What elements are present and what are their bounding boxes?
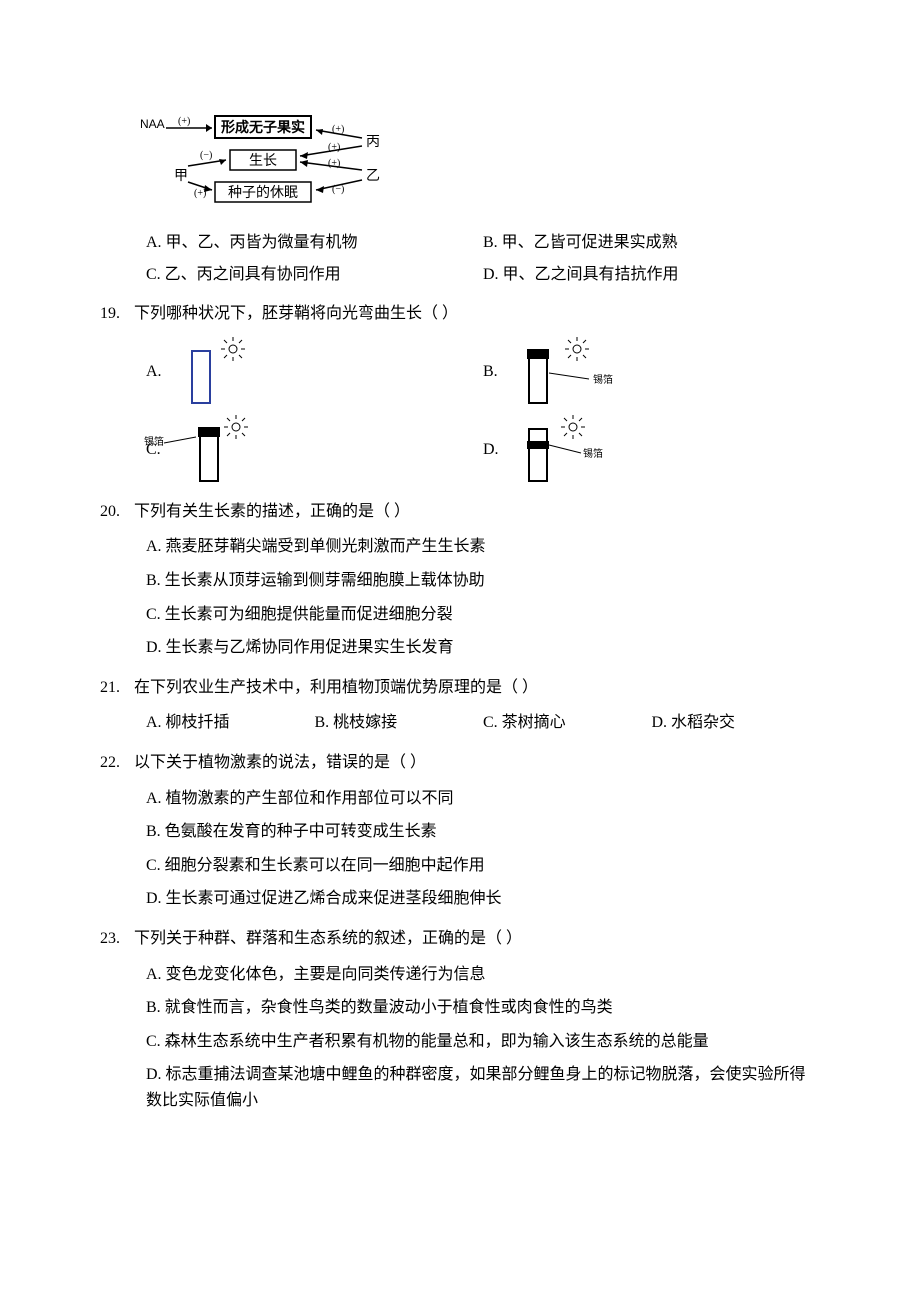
q21-num: 21. bbox=[100, 675, 134, 701]
naa-label: NAA bbox=[140, 117, 165, 131]
q19-text: 下列哪种状况下，胚芽鞘将向光弯曲生长（ ） bbox=[134, 301, 820, 327]
q22-opt-a: A. 植物激素的产生部位和作用部位可以不同 bbox=[146, 786, 820, 812]
q21-options: A. 柳枝扦插 B. 桃枝嫁接 C. 茶树摘心 D. 水稻杂交 bbox=[146, 710, 820, 736]
q19-fig-d: D. bbox=[483, 415, 820, 485]
q22-stem: 22. 以下关于植物激素的说法，错误的是（ ） bbox=[100, 750, 820, 776]
sun-icon bbox=[561, 415, 585, 439]
q20-num: 20. bbox=[100, 499, 134, 525]
q23-opt-b: B. 就食性而言，杂食性鸟类的数量波动小于植食性或肉食性的鸟类 bbox=[146, 995, 820, 1021]
q19-num: 19. bbox=[100, 301, 134, 327]
q20-opt-d: D. 生长素与乙烯协同作用促进果实生长发育 bbox=[146, 635, 820, 661]
svg-text:(+): (+) bbox=[332, 124, 344, 135]
q21-stem: 21. 在下列农业生产技术中，利用植物顶端优势原理的是（ ） bbox=[100, 675, 820, 701]
q22-num: 22. bbox=[100, 750, 134, 776]
svg-text:锡箔: 锡箔 bbox=[144, 435, 164, 448]
q19-label-b: B. bbox=[483, 359, 507, 385]
svg-text:(+): (+) bbox=[194, 188, 206, 199]
svg-text:锡箔: 锡箔 bbox=[593, 373, 613, 386]
q18-options-row1: A. 甲、乙、丙皆为微量有机物 B. 甲、乙皆可促进果实成熟 bbox=[146, 230, 820, 256]
svg-text:(+): (+) bbox=[328, 158, 340, 169]
yi-label: 乙 bbox=[366, 168, 380, 184]
q18-opt-c: C. 乙、丙之间具有协同作用 bbox=[146, 262, 483, 288]
sun-icon bbox=[565, 337, 589, 361]
exam-page: NAA (+) 形成无子果实 生长 种子的休眠 甲 (−) (+) 丙 bbox=[0, 0, 920, 1221]
sun-icon bbox=[221, 337, 245, 361]
q19-stem: 19. 下列哪种状况下，胚芽鞘将向光弯曲生长（ ） bbox=[100, 301, 820, 327]
q23-stem: 23. 下列关于种群、群落和生态系统的叙述，正确的是（ ） bbox=[100, 926, 820, 952]
q18-options-row2: C. 乙、丙之间具有协同作用 D. 甲、乙之间具有拮抗作用 bbox=[146, 262, 820, 288]
q21-opt-b: B. 桃枝嫁接 bbox=[315, 710, 484, 736]
bing-label: 丙 bbox=[366, 135, 380, 150]
hormone-diagram: NAA (+) 形成无子果实 生长 种子的休眠 甲 (−) (+) 丙 bbox=[100, 110, 820, 210]
q18-opt-b: B. 甲、乙皆可促进果实成熟 bbox=[483, 230, 820, 256]
q21-opt-d: D. 水稻杂交 bbox=[652, 710, 821, 736]
q20-opt-c: C. 生长素可为细胞提供能量而促进细胞分裂 bbox=[146, 602, 820, 628]
jia-label: 甲 bbox=[174, 169, 188, 184]
box2-text: 生长 bbox=[249, 153, 277, 169]
q20-stem: 20. 下列有关生长素的描述，正确的是（ ） bbox=[100, 499, 820, 525]
svg-text:(+): (+) bbox=[328, 142, 340, 153]
q19-label-a: A. bbox=[146, 359, 170, 385]
sun-icon bbox=[224, 415, 248, 439]
q21-text: 在下列农业生产技术中，利用植物顶端优势原理的是（ ） bbox=[134, 675, 820, 701]
q23-opt-a: A. 变色龙变化体色，主要是向同类传递行为信息 bbox=[146, 962, 820, 988]
svg-text:锡箔: 锡箔 bbox=[583, 447, 603, 460]
q23-num: 23. bbox=[100, 926, 134, 952]
q23-opt-c: C. 森林生态系统中生产者积累有机物的能量总和，即为输入该生态系统的总能量 bbox=[146, 1029, 820, 1055]
q23-text: 下列关于种群、群落和生态系统的叙述，正确的是（ ） bbox=[134, 926, 820, 952]
svg-text:(−): (−) bbox=[332, 184, 344, 195]
q22-text: 以下关于植物激素的说法，错误的是（ ） bbox=[134, 750, 820, 776]
q20-text: 下列有关生长素的描述，正确的是（ ） bbox=[134, 499, 820, 525]
q18-opt-a: A. 甲、乙、丙皆为微量有机物 bbox=[146, 230, 483, 256]
q19-figures: A. bbox=[146, 337, 820, 485]
q19-fig-c: C. 锡箔 bbox=[146, 415, 483, 485]
q22-opt-c: C. 细胞分裂素和生长素可以在同一细胞中起作用 bbox=[146, 853, 820, 879]
q19-fig-a: A. bbox=[146, 337, 483, 407]
q20-opt-b: B. 生长素从顶芽运输到侧芽需细胞膜上载体协助 bbox=[146, 568, 820, 594]
q19-label-d: D. bbox=[483, 437, 507, 463]
q19-fig-b: B. bbox=[483, 337, 820, 407]
q21-opt-a: A. 柳枝扦插 bbox=[146, 710, 315, 736]
q22-opt-d: D. 生长素可通过促进乙烯合成来促进茎段细胞伸长 bbox=[146, 886, 820, 912]
svg-text:(−): (−) bbox=[200, 150, 212, 161]
q23-opt-d: D. 标志重捕法调查某池塘中鲤鱼的种群密度，如果部分鲤鱼身上的标记物脱落，会使实… bbox=[146, 1062, 820, 1113]
q18-opt-d: D. 甲、乙之间具有拮抗作用 bbox=[483, 262, 820, 288]
q21-opt-c: C. 茶树摘心 bbox=[483, 710, 652, 736]
q22-opt-b: B. 色氨酸在发育的种子中可转变成生长素 bbox=[146, 819, 820, 845]
naa-sign: (+) bbox=[178, 116, 190, 127]
box3-text: 种子的休眠 bbox=[228, 185, 298, 201]
box1-text: 形成无子果实 bbox=[221, 119, 305, 136]
q20-opt-a: A. 燕麦胚芽鞘尖端受到单侧光刺激而产生生长素 bbox=[146, 534, 820, 560]
